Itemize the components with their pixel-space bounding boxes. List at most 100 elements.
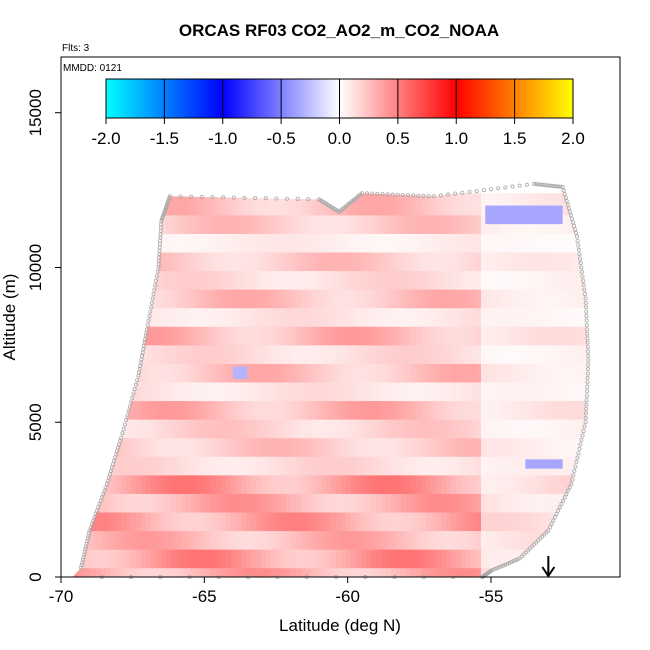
track-point — [499, 564, 504, 569]
heat-cell — [396, 326, 402, 346]
heat-cell — [616, 568, 622, 578]
heat-cell — [601, 549, 607, 568]
heat-cell — [546, 530, 552, 550]
heat-cell — [591, 419, 597, 438]
heat-cell — [246, 474, 252, 494]
heat-cell — [391, 456, 397, 476]
track-point — [80, 560, 85, 565]
heat-cell — [576, 549, 582, 569]
heat-cell — [171, 493, 177, 513]
heat-cell — [261, 193, 267, 216]
heat-cell — [116, 474, 122, 494]
heat-cell — [431, 456, 437, 476]
heat-cell — [366, 270, 372, 290]
heat-cell — [616, 193, 622, 215]
heat-cell — [591, 549, 597, 568]
heat-cell — [156, 326, 162, 346]
heat-cell — [291, 493, 297, 513]
heat-cell — [256, 549, 262, 569]
heat-cell — [611, 215, 617, 234]
heat-cell — [426, 400, 432, 420]
heat-cell — [256, 252, 262, 272]
heat-cell — [261, 344, 267, 364]
heat-cell — [461, 363, 467, 383]
heat-cell — [72, 456, 77, 476]
heat-cell — [356, 567, 362, 577]
heat-cell — [471, 493, 477, 513]
heat-cell — [346, 549, 352, 569]
heat-cell — [481, 437, 487, 457]
heat-cell — [376, 233, 382, 253]
heat-cell — [341, 382, 347, 402]
track-point — [81, 555, 86, 560]
heat-cell — [231, 549, 237, 569]
heat-cell — [106, 530, 112, 550]
heat-cell — [236, 493, 242, 513]
heat-cell — [286, 512, 292, 532]
heat-cell — [116, 233, 122, 253]
heat-cell — [296, 289, 302, 309]
heat-cell — [501, 400, 507, 420]
heat-cell — [281, 344, 287, 364]
heat-cell — [426, 382, 432, 402]
heat-cell — [291, 549, 297, 569]
heat-cell — [206, 549, 212, 569]
heat-cell — [96, 419, 102, 439]
heat-cell — [546, 233, 552, 253]
heat-cell — [276, 400, 282, 420]
track-point — [274, 196, 279, 201]
heat-cell — [536, 363, 542, 383]
heat-cell — [106, 382, 112, 402]
heat-cell — [106, 344, 112, 364]
track-point — [159, 219, 164, 224]
heat-cell — [72, 252, 77, 272]
heat-cell — [301, 567, 307, 577]
heat-cell — [406, 549, 412, 569]
heat-cell — [296, 493, 302, 513]
heat-cell — [396, 344, 402, 364]
heat-cell — [261, 456, 267, 476]
heat-cell — [256, 193, 262, 216]
heat-cell — [281, 233, 287, 253]
heat-cell — [301, 344, 307, 364]
heat-cell — [66, 345, 72, 364]
heat-cell — [441, 474, 447, 494]
heat-cell — [281, 437, 287, 457]
y-tick-label: 10000 — [26, 244, 45, 291]
heat-cell — [81, 567, 87, 577]
heat-cell — [171, 270, 177, 290]
heat-cell — [281, 530, 287, 550]
heat-cell — [491, 270, 497, 290]
heat-cell — [541, 363, 547, 383]
track-point — [91, 518, 96, 523]
heat-cell — [281, 363, 287, 383]
heat-cell — [521, 326, 527, 346]
heat-cell — [416, 193, 422, 216]
heat-cell — [341, 567, 347, 577]
track-point — [556, 508, 561, 513]
heat-cell — [131, 493, 137, 513]
heat-cell — [606, 475, 612, 494]
heat-cell — [431, 493, 437, 513]
heat-cell — [591, 531, 597, 550]
heat-cell — [531, 512, 537, 532]
heat-cell — [116, 193, 122, 216]
heat-cell — [136, 193, 142, 216]
heat-cell — [61, 326, 67, 345]
track-point — [400, 192, 405, 197]
heat-cell — [471, 326, 477, 346]
heat-cell — [396, 214, 402, 234]
track-point — [82, 552, 87, 557]
track-point — [585, 336, 590, 341]
heat-cell — [196, 363, 202, 383]
track-point — [497, 565, 502, 570]
heat-cell — [416, 419, 422, 439]
heat-cell — [166, 456, 172, 476]
heat-cell — [326, 233, 332, 253]
heat-cell — [336, 382, 342, 402]
heat-cell — [301, 549, 307, 569]
heat-cell — [521, 456, 527, 476]
heat-cell — [291, 307, 297, 327]
heat-cell — [271, 214, 277, 234]
heat-cell — [571, 382, 577, 402]
